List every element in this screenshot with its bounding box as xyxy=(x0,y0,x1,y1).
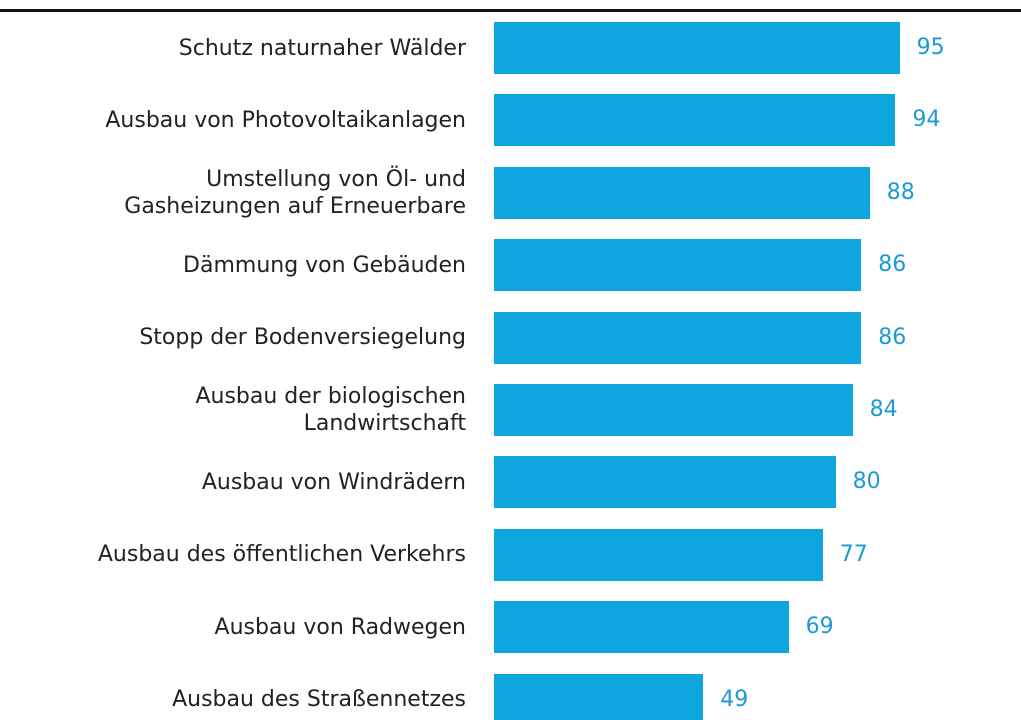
bar xyxy=(494,239,862,292)
bar xyxy=(494,528,823,581)
top-rule xyxy=(0,9,1021,12)
value-label: 49 xyxy=(720,686,749,712)
category-label: Schutz naturnaher Wälder xyxy=(178,35,466,61)
bar xyxy=(494,384,853,436)
category-label: Ausbau der biologischen Landwirtschaft xyxy=(195,384,466,436)
value-label: 77 xyxy=(839,541,868,567)
bar xyxy=(494,673,704,720)
value-label: 86 xyxy=(878,252,907,278)
value-label: 95 xyxy=(916,35,945,60)
category-label: Ausbau von Windrädern xyxy=(201,469,466,495)
bar xyxy=(494,311,862,364)
value-label: 88 xyxy=(886,179,915,205)
value-label: 84 xyxy=(869,397,898,422)
value-label: 94 xyxy=(912,107,941,133)
category-label: Ausbau des öffentlichen Verkehrs xyxy=(97,542,466,568)
bar xyxy=(494,22,900,74)
bar xyxy=(494,94,896,147)
value-label: 80 xyxy=(852,469,881,495)
category-label: Ausbau von Photovoltaikanlagen xyxy=(105,107,466,133)
category-label: Ausbau des Straßennetzes xyxy=(172,687,466,713)
category-label: Ausbau von Radwegen xyxy=(214,614,466,640)
bar xyxy=(494,456,836,509)
value-label: 69 xyxy=(805,614,834,640)
bar xyxy=(494,601,789,654)
value-label: 86 xyxy=(878,324,907,350)
category-label: Umstellung von Öl- und Gasheizungen auf … xyxy=(124,166,466,219)
category-label: Stopp der Bodenversiegelung xyxy=(139,325,466,351)
category-label: Dämmung von Gebäuden xyxy=(183,252,466,278)
bar xyxy=(494,166,870,219)
